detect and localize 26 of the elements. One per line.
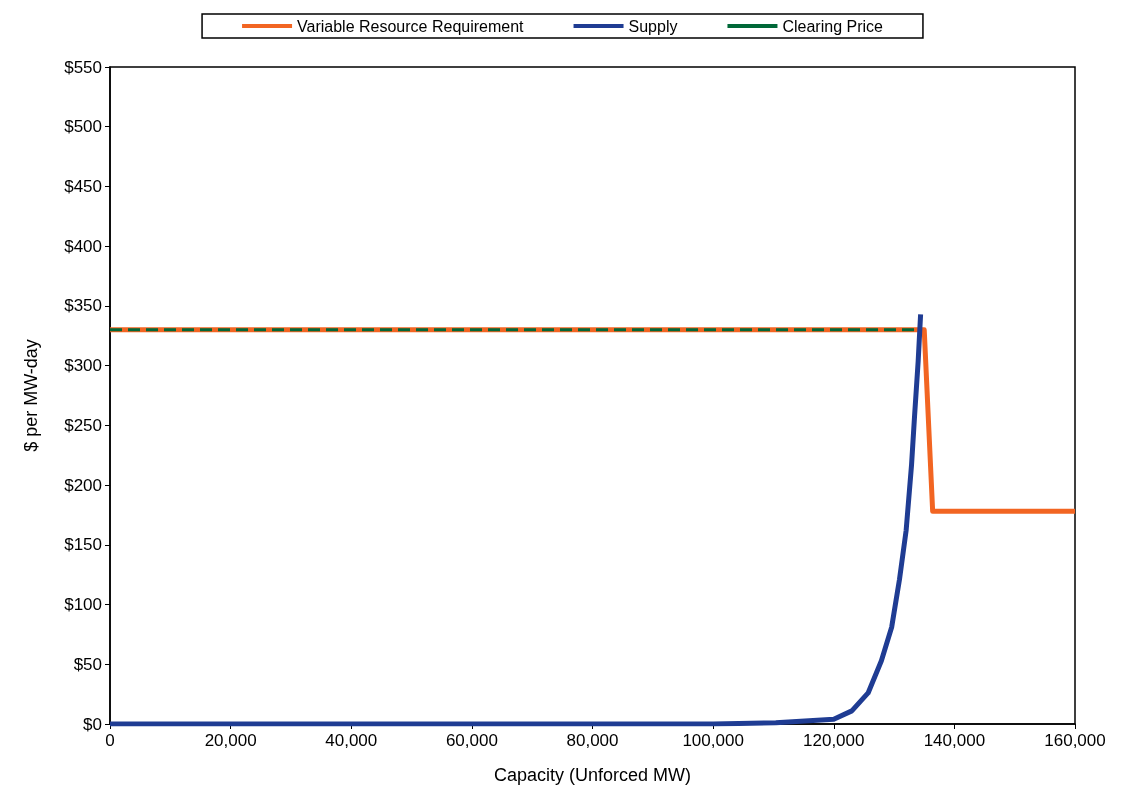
y-tick-label: $300 xyxy=(64,356,102,376)
x-tick-label: 140,000 xyxy=(923,731,986,750)
y-tick-label: $500 xyxy=(64,117,102,137)
y-axis-title: $ per MW-day xyxy=(21,339,41,452)
y-tick-label: $550 xyxy=(64,57,102,77)
y-tick-label: $450 xyxy=(64,176,102,196)
y-tick-label: $0 xyxy=(83,714,102,734)
y-tick-label: $200 xyxy=(64,475,102,495)
x-tick-label: 20,000 xyxy=(204,731,257,750)
legend-label: Clearing Price xyxy=(782,17,884,35)
legend-label: Variable Resource Requirement xyxy=(297,17,525,35)
x-tick-label: 160,000 xyxy=(1044,731,1106,750)
x-tick-label: 60,000 xyxy=(445,731,498,750)
x-axis-title: Capacity (Unforced MW) xyxy=(493,765,692,785)
x-tick-label: 80,000 xyxy=(566,731,619,750)
y-tick-label: $50 xyxy=(73,654,102,674)
y-tick-label: $150 xyxy=(64,535,102,555)
y-tick-label: $100 xyxy=(64,595,102,615)
x-tick-label: 40,000 xyxy=(325,731,378,750)
y-tick-label: $250 xyxy=(64,415,102,435)
y-tick-label: $350 xyxy=(64,296,102,316)
x-tick-label: 120,000 xyxy=(803,731,865,750)
x-tick-label: 100,000 xyxy=(682,731,744,750)
legend-label: Supply xyxy=(628,17,678,35)
y-tick-label: $400 xyxy=(64,236,102,256)
x-tick-label: 0 xyxy=(105,731,115,750)
